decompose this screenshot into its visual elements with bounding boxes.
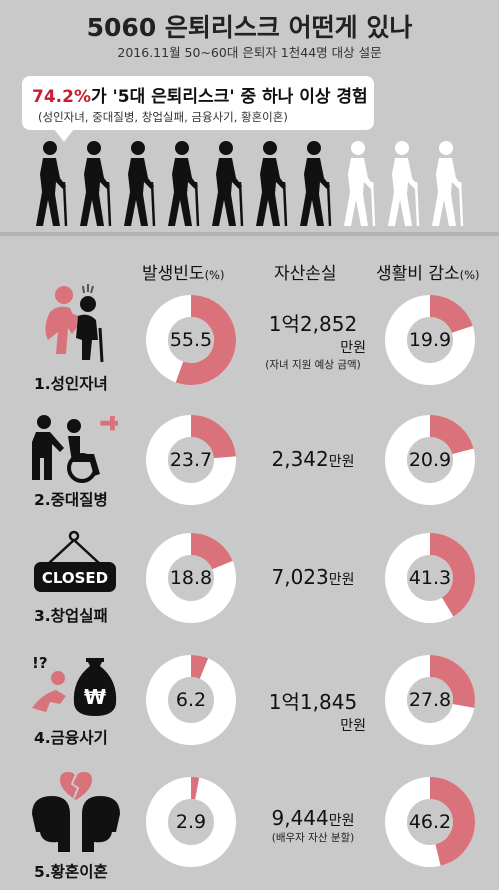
walker-icon-filled <box>212 141 244 227</box>
frequency-donut-2: 23.7 <box>145 414 237 506</box>
column-header-living-label: 생활비 감소 <box>376 264 460 284</box>
walker-icon-filled <box>256 141 288 227</box>
walker-icon-filled <box>36 141 68 227</box>
asset-loss-2-unit: 만원 <box>328 454 355 470</box>
asset-loss-4: 1억1,845 만원 <box>248 686 378 735</box>
closed-sign-icon: CLOSED <box>34 530 116 592</box>
walker-pictogram-row <box>36 141 464 227</box>
living-donut-4-slice <box>429 655 475 708</box>
callout-main-text: 74.2%가 '5대 은퇴리스크' 중 하나 이상 경험 <box>32 82 368 107</box>
asset-loss-5-unit: 만원 <box>328 813 355 829</box>
asset-loss-4-unit: 만원 <box>340 718 366 734</box>
living-value-2: 20.9 <box>408 449 452 471</box>
column-header-asset: 자산손실 <box>274 264 337 284</box>
walker-icon-empty <box>432 141 464 227</box>
asset-loss-3-value: 7,023 <box>271 565 329 589</box>
living-value-4: 27.8 <box>408 689 452 711</box>
frequency-donut-4: 6.2 <box>145 654 237 746</box>
frequency-value-2: 23.7 <box>169 449 213 471</box>
living-donut-2-slice <box>429 415 474 455</box>
living-donut-5-slice <box>429 777 475 866</box>
frequency-donut-4-slice <box>190 655 209 679</box>
callout-main-rest: 가 '5대 은퇴리스크' 중 하나 이상 경험 <box>90 87 368 107</box>
asset-loss-4-value: 1억1,845 <box>268 690 358 714</box>
asset-loss-5-value: 9,444 <box>271 806 329 830</box>
asset-loss-3: 7,023만원 <box>248 565 378 589</box>
frequency-value-3: 18.8 <box>169 567 213 589</box>
asset-loss-1-value: 1억2,852 <box>268 312 358 336</box>
adult-child-icon <box>45 284 104 363</box>
category-label-3: 3.창업실패 <box>34 607 108 625</box>
living-value-3: 41.3 <box>408 567 452 589</box>
callout-highlight: 74.2% <box>32 87 91 107</box>
walker-icon-filled <box>124 141 156 227</box>
column-header-living: 생활비 감소(%) <box>376 259 480 284</box>
column-header-living-unit: (%) <box>459 268 480 282</box>
column-header-frequency-unit: (%) <box>204 268 225 282</box>
asset-loss-1: 1억2,852 만원 (자녀 지원 예상 금액) <box>248 308 378 372</box>
frequency-donut-1: 55.5 <box>145 294 237 386</box>
asset-loss-2: 2,342만원 <box>248 447 378 471</box>
category-label-2: 2.중대질병 <box>34 491 108 509</box>
frequency-donut-3-slice <box>190 533 233 570</box>
frequency-value-4: 6.2 <box>175 689 207 711</box>
asset-loss-1-note: (자녀 지원 예상 금액) <box>265 359 361 371</box>
asset-loss-1-unit: 만원 <box>340 340 366 356</box>
living-value-5: 46.2 <box>408 811 452 833</box>
column-header-frequency: 발생빈도(%) <box>142 259 224 284</box>
walker-icon-empty <box>344 141 376 227</box>
won-symbol-text: ₩ <box>84 685 106 709</box>
walker-icon-filled <box>168 141 200 227</box>
closed-sign-text: CLOSED <box>42 569 108 587</box>
callout-sub-text: (성인자녀, 중대질병, 창업실패, 금융사기, 황혼이혼) <box>38 110 288 124</box>
money-bag-icon: !? ₩ <box>32 654 117 716</box>
living-donut-5: 46.2 <box>384 776 476 868</box>
walker-icon-empty <box>388 141 420 227</box>
living-donut-1-slice <box>429 295 473 334</box>
category-label-1: 1.성인자녀 <box>34 375 108 393</box>
walker-icon-filled <box>300 141 332 227</box>
asset-loss-5-note: (배우자 자산 분할) <box>271 832 355 844</box>
walker-icon-filled <box>80 141 112 227</box>
section-divider <box>0 232 499 236</box>
frequency-donut-5: 2.9 <box>145 776 237 868</box>
living-donut-3: 41.3 <box>384 532 476 624</box>
category-label-5: 5.황혼이혼 <box>34 863 108 881</box>
page-title: 5060 은퇴리스크 어떤게 있나 <box>86 13 413 42</box>
frequency-value-1: 55.5 <box>169 329 213 351</box>
living-donut-3-slice <box>429 533 475 617</box>
frequency-donut-5-slice <box>190 777 200 800</box>
frequency-donut-2-slice <box>190 415 236 459</box>
living-value-1: 19.9 <box>408 329 452 351</box>
frequency-donut-1-slice <box>175 295 236 385</box>
frequency-donut-3: 18.8 <box>145 532 237 624</box>
living-donut-1: 19.9 <box>384 294 476 386</box>
frequency-value-5: 2.9 <box>175 811 207 833</box>
illness-wheelchair-icon <box>32 415 118 483</box>
asset-loss-2-value: 2,342 <box>271 447 329 471</box>
asset-loss-3-unit: 만원 <box>328 572 355 588</box>
living-donut-2: 20.9 <box>384 414 476 506</box>
broken-heart-icon <box>32 772 120 852</box>
living-donut-4: 27.8 <box>384 654 476 746</box>
column-header-frequency-label: 발생빈도 <box>142 264 205 284</box>
asset-loss-5: 9,444만원 (배우자 자산 분할) <box>248 806 378 845</box>
question-marks-text: !? <box>32 654 48 672</box>
category-label-4: 4.금융사기 <box>34 729 108 747</box>
summary-callout: 74.2%가 '5대 은퇴리스크' 중 하나 이상 경험 (성인자녀, 중대질병… <box>22 76 374 142</box>
page-subtitle: 2016.11월 50~60대 은퇴자 1천44명 대상 설문 <box>117 45 382 60</box>
